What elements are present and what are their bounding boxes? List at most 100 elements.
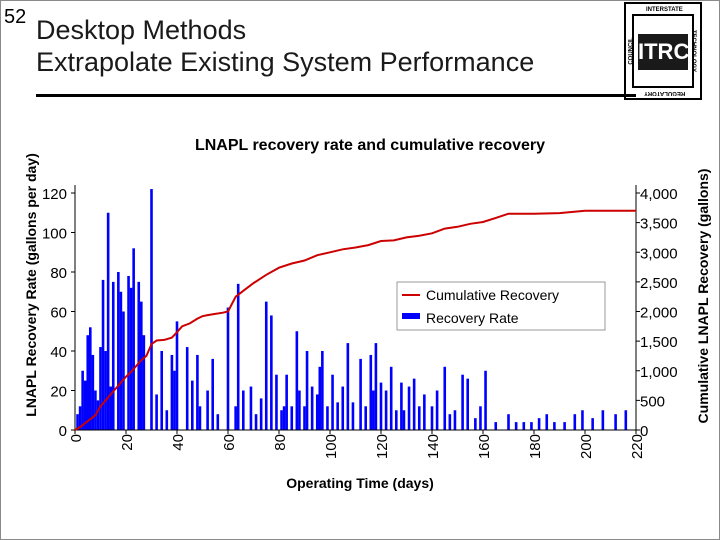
x-tick-label: 200 [578, 434, 595, 459]
bar-day-14 [109, 386, 112, 430]
bar-day-149 [453, 410, 457, 430]
bar-day-19 [122, 311, 125, 430]
y-tick-label: 120 [42, 186, 67, 203]
bar-day-161 [484, 370, 487, 430]
bar-day-8 [94, 390, 97, 430]
x-tick-label: 220 [629, 434, 646, 459]
bar-day-133 [412, 378, 416, 430]
bar-day-75 [264, 301, 268, 430]
recovery-rate-bars [76, 189, 628, 430]
bar-day-79 [275, 374, 278, 430]
bar-day-7 [91, 354, 95, 430]
bar-day-9 [96, 400, 100, 430]
bar-day-71 [254, 414, 258, 430]
bar-day-2 [78, 406, 82, 430]
bar-day-48 [196, 354, 199, 430]
x-tick-label: 120 [374, 434, 391, 459]
bar-day-82 [282, 406, 286, 430]
bar-day-95 [315, 394, 319, 430]
bar-day-96 [318, 366, 322, 430]
logo-mark: ITRC [638, 34, 689, 70]
bar-day-69 [249, 386, 253, 430]
x-tick-label: 0 [68, 434, 85, 442]
bar-day-36 [165, 410, 169, 430]
bar-day-52 [206, 390, 209, 430]
bar-day-131 [407, 386, 411, 430]
bar-day-87 [295, 331, 299, 430]
y2-tick-label: 3,500 [640, 216, 678, 233]
bar-day-140 [430, 406, 434, 430]
bar-day-199 [581, 410, 584, 430]
y2-tick-label: 0 [640, 423, 648, 440]
bar-day-212 [614, 414, 617, 430]
y-tick-label: 60 [50, 305, 67, 322]
bar-day-97 [321, 351, 324, 430]
bar-day-90 [303, 406, 306, 430]
bar-day-34 [160, 351, 163, 430]
bar-day-192 [563, 422, 566, 430]
logo-text-top: INTERSTATE [646, 7, 683, 13]
bar-day-170 [507, 414, 510, 430]
bar-day-152 [461, 374, 464, 430]
bar-day-38 [170, 354, 174, 430]
bar-day-118 [374, 343, 378, 430]
slide-title: Desktop Methods Extrapolate Existing Sys… [36, 14, 534, 78]
chart-legend: Cumulative Recovery Recovery Rate [396, 281, 606, 331]
bar-day-173 [514, 422, 518, 430]
bar-day-124 [389, 366, 393, 430]
y2-axis-label: Cumulative LNAPL Recovery (gallons) [695, 169, 711, 424]
bar-day-54 [211, 358, 214, 430]
y-axis-label: LNAPL Recovery Rate (gallons per day) [23, 153, 39, 416]
x-tick-label: 40 [170, 434, 187, 451]
x-tick-label: 60 [221, 434, 238, 451]
y2-tick-label: 1,000 [640, 364, 678, 381]
bar-day-107 [346, 343, 350, 430]
bar-day-91 [305, 351, 309, 430]
cumulative-recovery-line [74, 209, 636, 431]
y-tick-label: 0 [59, 423, 67, 440]
bar-day-154 [466, 378, 469, 430]
bar-day-60 [226, 307, 230, 430]
bar-day-207 [601, 410, 605, 430]
bar-day-1 [76, 414, 79, 430]
bar-day-128 [400, 382, 403, 430]
itrc-logo: INTERSTATE COUNCIL TECHNOLOGY REGULATORY… [624, 2, 702, 100]
bar-day-99 [326, 406, 329, 430]
bar-day-188 [553, 422, 556, 430]
bar-day-142 [435, 390, 439, 430]
bar-day-66 [242, 390, 245, 430]
bar-day-26 [140, 301, 143, 430]
bar-day-179 [530, 422, 533, 430]
y2-tick-label: 4,000 [640, 186, 678, 203]
bar-day-120 [379, 382, 383, 430]
bar-day-117 [372, 390, 375, 430]
bar-day-135 [417, 406, 421, 430]
bar-day-103 [336, 402, 339, 430]
bar-day-85 [290, 406, 294, 430]
bar-day-116 [369, 354, 373, 430]
legend-box [396, 281, 606, 331]
x-tick-label: 160 [476, 434, 493, 459]
chart-title: LNAPL recovery rate and cumulative recov… [195, 137, 545, 154]
x-tick-label: 140 [425, 434, 442, 459]
bar-day-18 [119, 291, 123, 430]
bar-day-137 [423, 394, 426, 430]
bar-day-5 [86, 335, 90, 430]
slide-title-line-1: Desktop Methods [36, 15, 247, 45]
slide-number: 52 [4, 6, 27, 28]
bar-day-122 [384, 390, 388, 430]
bar-day-15 [111, 281, 115, 430]
title-divider [36, 94, 636, 97]
bar-day-83 [285, 374, 288, 430]
y-tick-label: 40 [50, 344, 67, 361]
bar-day-176 [522, 422, 526, 430]
bar-day-11 [101, 279, 105, 430]
bar-day-147 [448, 414, 452, 430]
bar-day-77 [270, 315, 273, 430]
bar-day-44 [185, 347, 189, 430]
y2-tick-label: 2,500 [640, 275, 678, 292]
bar-day-165 [494, 422, 498, 430]
bar-day-216 [624, 410, 628, 430]
bar-day-196 [573, 414, 577, 430]
